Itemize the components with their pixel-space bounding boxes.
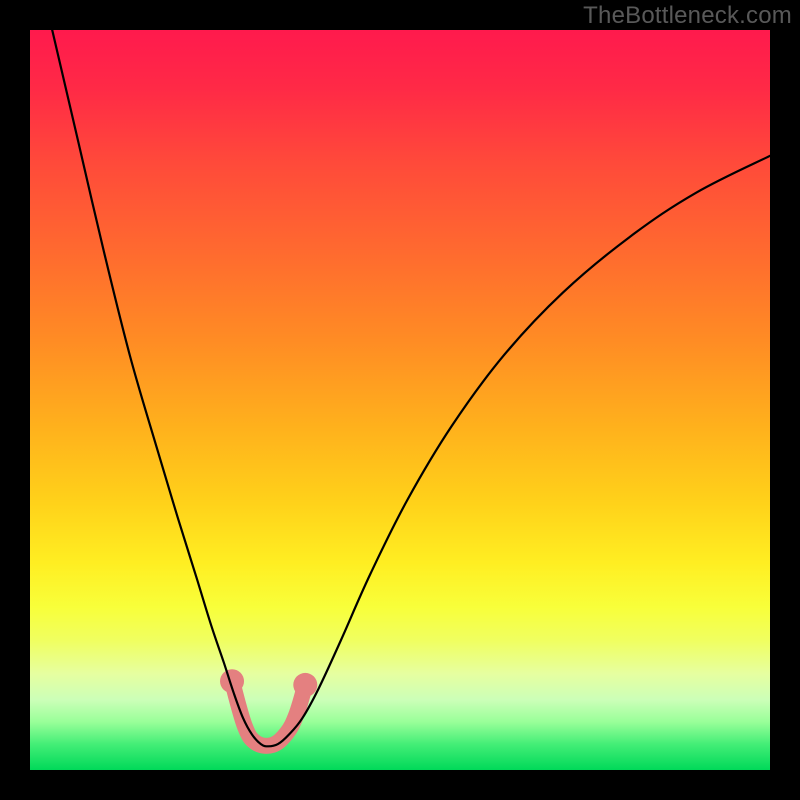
chart-outer: TheBottleneck.com [0, 0, 800, 800]
chart-svg [30, 30, 770, 770]
marker-endcap-right [293, 673, 317, 697]
plot-area [30, 30, 770, 770]
gradient-background [30, 30, 770, 770]
watermark-text: TheBottleneck.com [583, 2, 792, 30]
